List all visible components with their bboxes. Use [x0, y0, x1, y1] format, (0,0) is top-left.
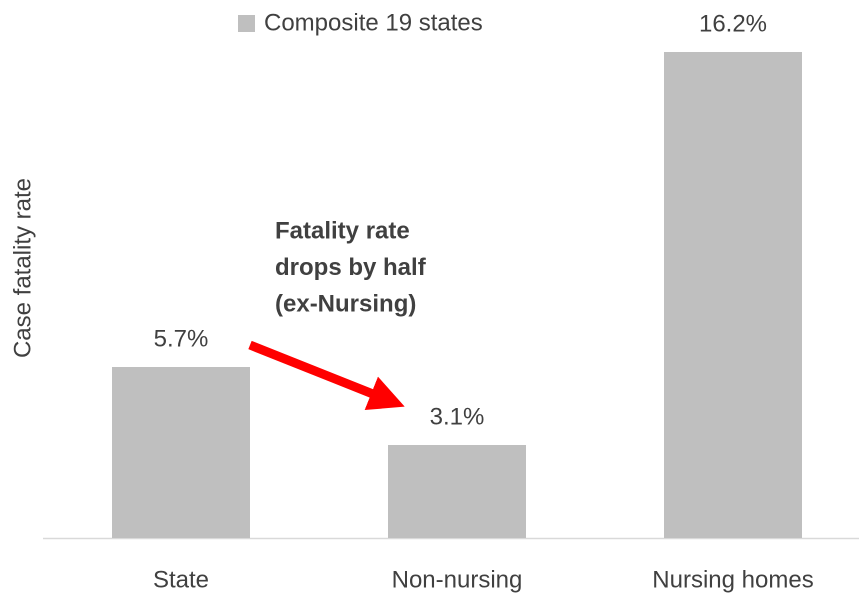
- x-tick-label: Non-nursing: [392, 566, 523, 593]
- value-label: 3.1%: [430, 403, 485, 430]
- bar: [388, 445, 526, 538]
- annotation: drops by half: [275, 254, 427, 281]
- legend-label: Composite 19 states: [264, 9, 483, 36]
- bar: [112, 367, 250, 538]
- annotation: (ex-Nursing): [275, 290, 416, 317]
- y-axis-label: Case fatality rate: [9, 178, 36, 358]
- x-tick-label: Nursing homes: [652, 566, 813, 593]
- bar: [664, 52, 802, 538]
- x-tick-label: State: [153, 566, 209, 593]
- value-label: 16.2%: [699, 10, 767, 37]
- legend-swatch: [238, 15, 255, 32]
- annotation: Fatality rate: [275, 217, 410, 244]
- arrow: [248, 340, 405, 411]
- value-label: 5.7%: [154, 325, 209, 352]
